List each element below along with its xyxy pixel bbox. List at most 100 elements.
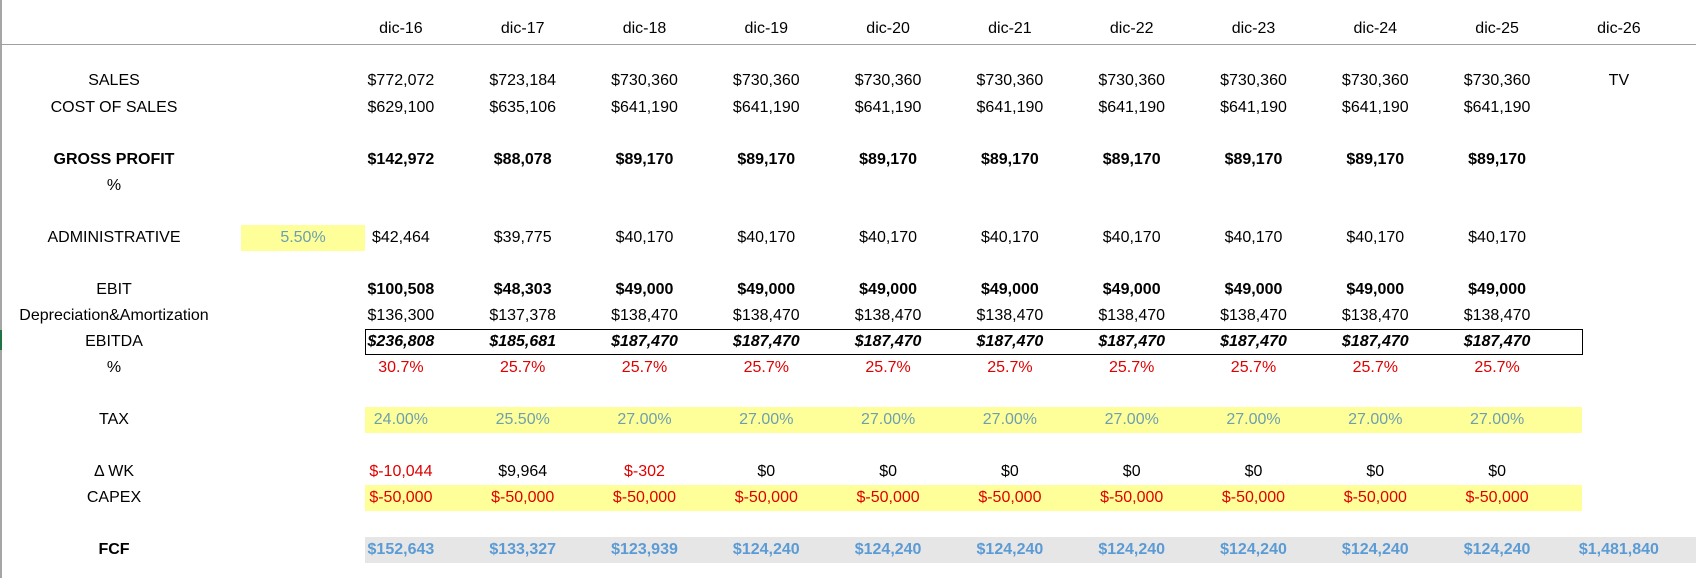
cell-ebitda[interactable]: $187,470: [732, 333, 800, 350]
cell-fcf[interactable]: $124,240: [1098, 541, 1166, 558]
cell-administrative[interactable]: $40,170: [980, 229, 1039, 246]
cell-delta-wk[interactable]: $0: [1001, 463, 1019, 480]
cell-capex[interactable]: $-50,000: [1100, 489, 1164, 506]
cell-cost-of-sales[interactable]: $641,190: [1220, 99, 1287, 116]
cell-gross-profit[interactable]: $142,972: [367, 151, 435, 168]
cell-delta-wk[interactable]: $9,964: [498, 463, 548, 480]
cell-cost-of-sales[interactable]: $641,190: [854, 99, 922, 116]
cell-capex[interactable]: $-50,000: [734, 489, 798, 506]
cell-delta-wk[interactable]: $0: [1488, 463, 1506, 480]
cell-cost-of-sales[interactable]: $641,190: [976, 99, 1044, 116]
cell-sales[interactable]: $730,360: [732, 72, 800, 89]
cell-ebitda-margin[interactable]: 30.7%: [378, 359, 424, 376]
cell-ebit[interactable]: $49,000: [737, 281, 796, 298]
cell-ebitda-margin[interactable]: 25.7%: [1109, 359, 1155, 376]
cell-fcf[interactable]: $124,240: [854, 541, 922, 558]
cell-cost-of-sales[interactable]: $641,190: [1463, 99, 1531, 116]
row-label[interactable]: CAPEX: [86, 489, 142, 506]
cell-administrative[interactable]: $40,170: [1102, 229, 1161, 246]
row-label[interactable]: SALES: [88, 72, 140, 89]
cell-da[interactable]: $138,470: [1341, 307, 1409, 324]
cell-administrative[interactable]: $39,775: [493, 229, 552, 246]
cell-capex[interactable]: $-50,000: [369, 489, 433, 506]
row-label[interactable]: Depreciation&Amortization: [19, 307, 209, 324]
cell-tax[interactable]: 27.00%: [739, 411, 794, 428]
cell-ebitda[interactable]: $187,470: [976, 333, 1044, 350]
cell-capex[interactable]: $-50,000: [491, 489, 555, 506]
cell-delta-wk[interactable]: $-10,044: [369, 463, 433, 480]
cell-gross-profit[interactable]: $89,170: [1224, 151, 1283, 168]
cell-capex[interactable]: $-50,000: [856, 489, 920, 506]
column-header[interactable]: dic-24: [1353, 20, 1398, 37]
cell-cost-of-sales[interactable]: $641,190: [732, 99, 800, 116]
column-header[interactable]: dic-22: [1109, 20, 1154, 37]
cell-administrative[interactable]: $42,464: [371, 229, 430, 246]
cell-fcf[interactable]: $124,240: [1341, 541, 1409, 558]
cell-cost-of-sales[interactable]: $641,190: [611, 99, 678, 116]
cell-sales[interactable]: $730,360: [976, 72, 1044, 89]
cell-ebitda-margin[interactable]: 25.7%: [1474, 359, 1520, 376]
cell-sales[interactable]: $723,184: [489, 72, 557, 89]
cell-da[interactable]: $138,470: [732, 307, 800, 324]
cell-tax[interactable]: 24.00%: [373, 411, 429, 428]
cell-ebitda[interactable]: $236,808: [367, 333, 435, 350]
row-label[interactable]: EBIT: [96, 281, 132, 298]
cell-da[interactable]: $138,470: [1220, 307, 1287, 324]
cell-tax[interactable]: 27.00%: [1348, 411, 1403, 428]
cell-administrative[interactable]: $40,170: [615, 229, 674, 246]
row-label[interactable]: COST OF SALES: [50, 99, 178, 116]
cell-tax[interactable]: 27.00%: [1104, 411, 1159, 428]
cell-capex[interactable]: $-50,000: [612, 489, 677, 506]
cell-administrative[interactable]: $40,170: [737, 229, 796, 246]
cell-gross-profit[interactable]: $88,078: [493, 151, 552, 168]
cell-da[interactable]: $138,470: [854, 307, 922, 324]
column-header[interactable]: dic-19: [744, 20, 789, 37]
cell-ebit[interactable]: $49,000: [1468, 281, 1526, 298]
cell-ebit[interactable]: $49,000: [1102, 281, 1161, 298]
cell-gross-profit[interactable]: $89,170: [737, 151, 796, 168]
cell-tax[interactable]: 27.00%: [982, 411, 1038, 428]
cell-sales[interactable]: $730,360: [611, 72, 678, 89]
cell-ebitda[interactable]: $187,470: [1463, 333, 1531, 350]
row-label[interactable]: GROSS PROFIT: [53, 151, 175, 168]
cell-fcf[interactable]: $124,240: [976, 541, 1044, 558]
row-label[interactable]: %: [106, 177, 122, 194]
cell-sales[interactable]: $772,072: [367, 72, 435, 89]
row-label[interactable]: ADMINISTRATIVE: [47, 229, 181, 246]
cell-fcf[interactable]: $1,481,840: [1578, 541, 1659, 558]
cell-delta-wk[interactable]: $0: [1366, 463, 1385, 480]
cell-sales[interactable]: $730,360: [1098, 72, 1166, 89]
cell-delta-wk[interactable]: $0: [1244, 463, 1263, 480]
cell-gross-profit[interactable]: $89,170: [1102, 151, 1161, 168]
cell-fcf[interactable]: $124,240: [1220, 541, 1287, 558]
row-label[interactable]: TAX: [99, 411, 129, 428]
cell-gross-profit[interactable]: $89,170: [615, 151, 674, 168]
cell-gross-profit[interactable]: $89,170: [1468, 151, 1526, 168]
cell-ebitda[interactable]: $187,470: [1220, 333, 1287, 350]
column-header[interactable]: dic-23: [1231, 20, 1276, 37]
cell-ebitda[interactable]: $185,681: [489, 333, 557, 350]
row-label[interactable]: FCF: [98, 541, 130, 558]
cell-da[interactable]: $136,300: [367, 307, 435, 324]
cell-ebitda[interactable]: $187,470: [854, 333, 922, 350]
cell-capex[interactable]: $-50,000: [1343, 489, 1407, 506]
cell-gross-profit[interactable]: $89,170: [1346, 151, 1405, 168]
cell-fcf[interactable]: $123,939: [611, 541, 678, 558]
cell-da[interactable]: $138,470: [611, 307, 678, 324]
cell-tax[interactable]: 25.50%: [495, 411, 550, 428]
cell-gross-profit[interactable]: $89,170: [980, 151, 1039, 168]
cell-delta-wk[interactable]: $0: [1122, 463, 1141, 480]
column-header[interactable]: dic-20: [866, 20, 910, 37]
cell-ebit[interactable]: $100,508: [367, 281, 435, 298]
cell-gross-profit[interactable]: $89,170: [859, 151, 917, 168]
cell-sales[interactable]: $730,360: [1220, 72, 1287, 89]
cell-fcf[interactable]: $133,327: [489, 541, 557, 558]
cell-tax[interactable]: 27.00%: [1226, 411, 1281, 428]
cell-ebitda-margin[interactable]: 25.7%: [500, 359, 546, 376]
cell-ebitda[interactable]: $187,470: [1098, 333, 1166, 350]
cell-fcf[interactable]: $124,240: [732, 541, 800, 558]
cell-administrative[interactable]: $40,170: [1224, 229, 1283, 246]
cell-da[interactable]: $138,470: [976, 307, 1044, 324]
cell-capex[interactable]: $-50,000: [1465, 489, 1529, 506]
column-header[interactable]: dic-21: [988, 20, 1032, 37]
